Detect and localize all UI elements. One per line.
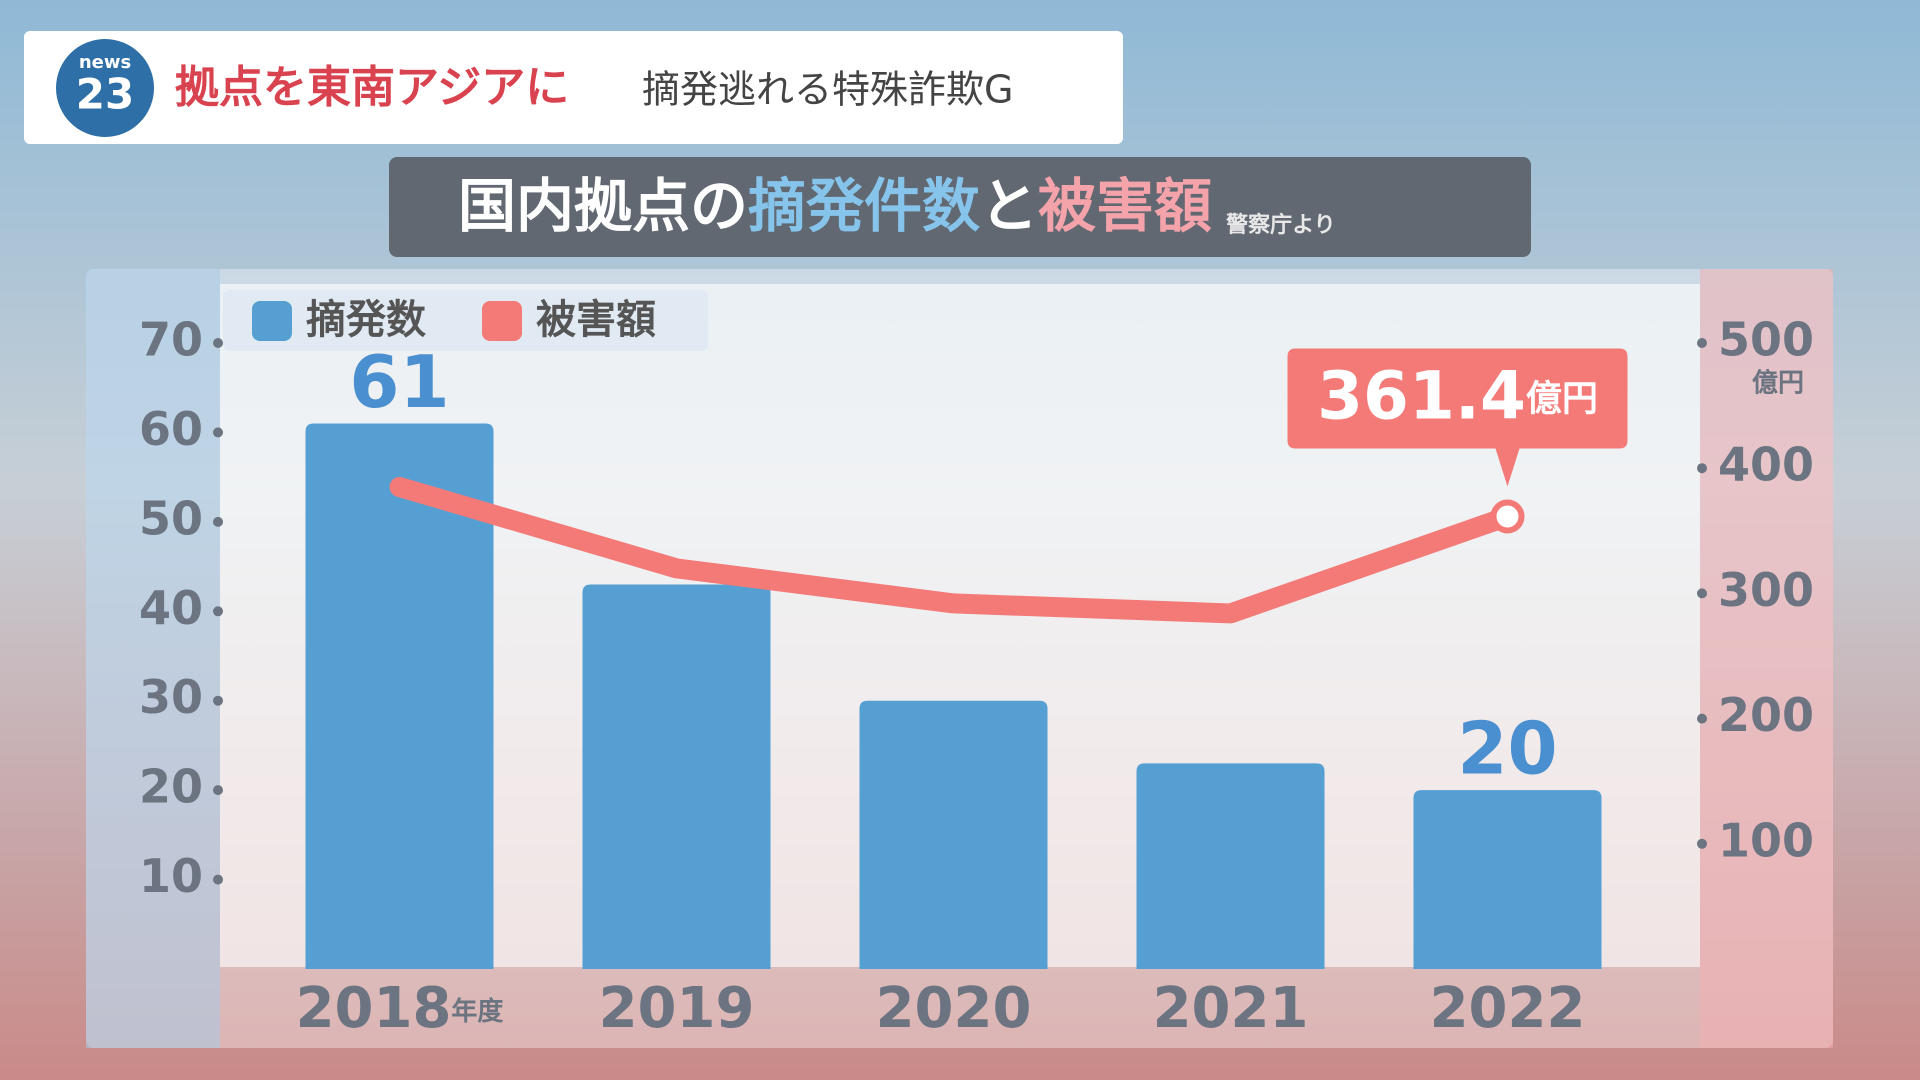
y2-tick-mark [1697,588,1707,599]
x-tick-label: 2020 [876,976,1032,1041]
y-tick-mark [213,338,223,348]
legend-box [223,290,708,351]
title-part: 国内拠点の [458,172,748,240]
y-tick-label: 70 [139,313,203,367]
y-tick-label: 60 [139,402,203,456]
y2-tick-label: 100 [1718,813,1814,867]
logo-top: news [79,52,131,73]
legend-swatch [252,301,292,341]
bar [1413,790,1602,969]
logo-number: 23 [76,70,134,119]
x-tick-text: 2019 [599,976,755,1041]
bar-value-label: 61 [349,340,449,424]
title-part: と [980,172,1038,240]
legend-swatch [482,301,522,341]
x-tick-text: 2020 [876,976,1032,1041]
line [389,476,1518,624]
y-tick-mark [213,785,223,796]
y-tick-mark [213,695,223,706]
y2-unit: 億円 [1752,369,1804,399]
y2-tick-mark [1697,463,1707,474]
logo [56,39,154,137]
y-tick-label: 30 [139,670,203,724]
y2-tick-label: 500 [1718,313,1814,367]
y-tick-mark [213,874,223,885]
y-tick-mark [213,516,223,527]
source: 警察庁より [1225,212,1336,238]
title-box [389,157,1531,257]
x-tick-label: 2021 [1153,976,1309,1041]
x-tick-text: 2022 [1430,976,1586,1041]
title-part: 被害額 [1038,172,1212,240]
y2-tick-label: 400 [1718,438,1814,492]
subheadline: 摘発逃れる特殊詐欺G [642,68,1013,112]
bar [1136,763,1325,969]
y2-tick-mark [1697,838,1707,849]
bar [305,423,494,969]
x-tick-text: 2021 [1153,976,1309,1041]
value-text: 361.4 [1317,358,1526,435]
y2-tick-mark [1697,713,1707,724]
x-tick-text: 2018 [296,976,452,1041]
x-unit: 年度 [451,996,503,1027]
y-tick-label: 20 [139,760,203,814]
bar [582,584,771,969]
y-tick-mark [213,606,223,617]
line-value-label: 361.4億円 [1317,358,1598,435]
line-point [1490,499,1525,534]
headline: 拠点を東南アジアに [175,62,569,113]
left-axis-band [86,269,220,1048]
y2-tick-label: 300 [1718,563,1814,617]
legend-label: 被害額 [536,297,656,343]
title-part: 摘発件数 [748,172,980,240]
right-axis-band [1700,269,1833,1048]
bar-value-label: 20 [1457,707,1557,791]
callout-box [1287,348,1628,487]
chart-title: 国内拠点の摘発件数と被害額 警察庁より [458,172,1336,240]
header-box [24,31,1123,144]
y2-tick-label: 200 [1718,688,1814,742]
y-tick-mark [213,427,223,438]
y-tick-label: 10 [139,849,203,903]
y-tick-label: 40 [139,581,203,635]
x-tick-label: 2018年度 [296,976,504,1041]
bar [859,700,1048,969]
legend-label: 摘発数 [306,297,426,343]
x-tick-label: 2022 [1430,976,1586,1041]
x-tick-label: 2019 [599,976,755,1041]
value-unit: 億円 [1526,379,1598,420]
y2-tick-mark [1697,338,1707,348]
y-tick-label: 50 [139,491,203,545]
